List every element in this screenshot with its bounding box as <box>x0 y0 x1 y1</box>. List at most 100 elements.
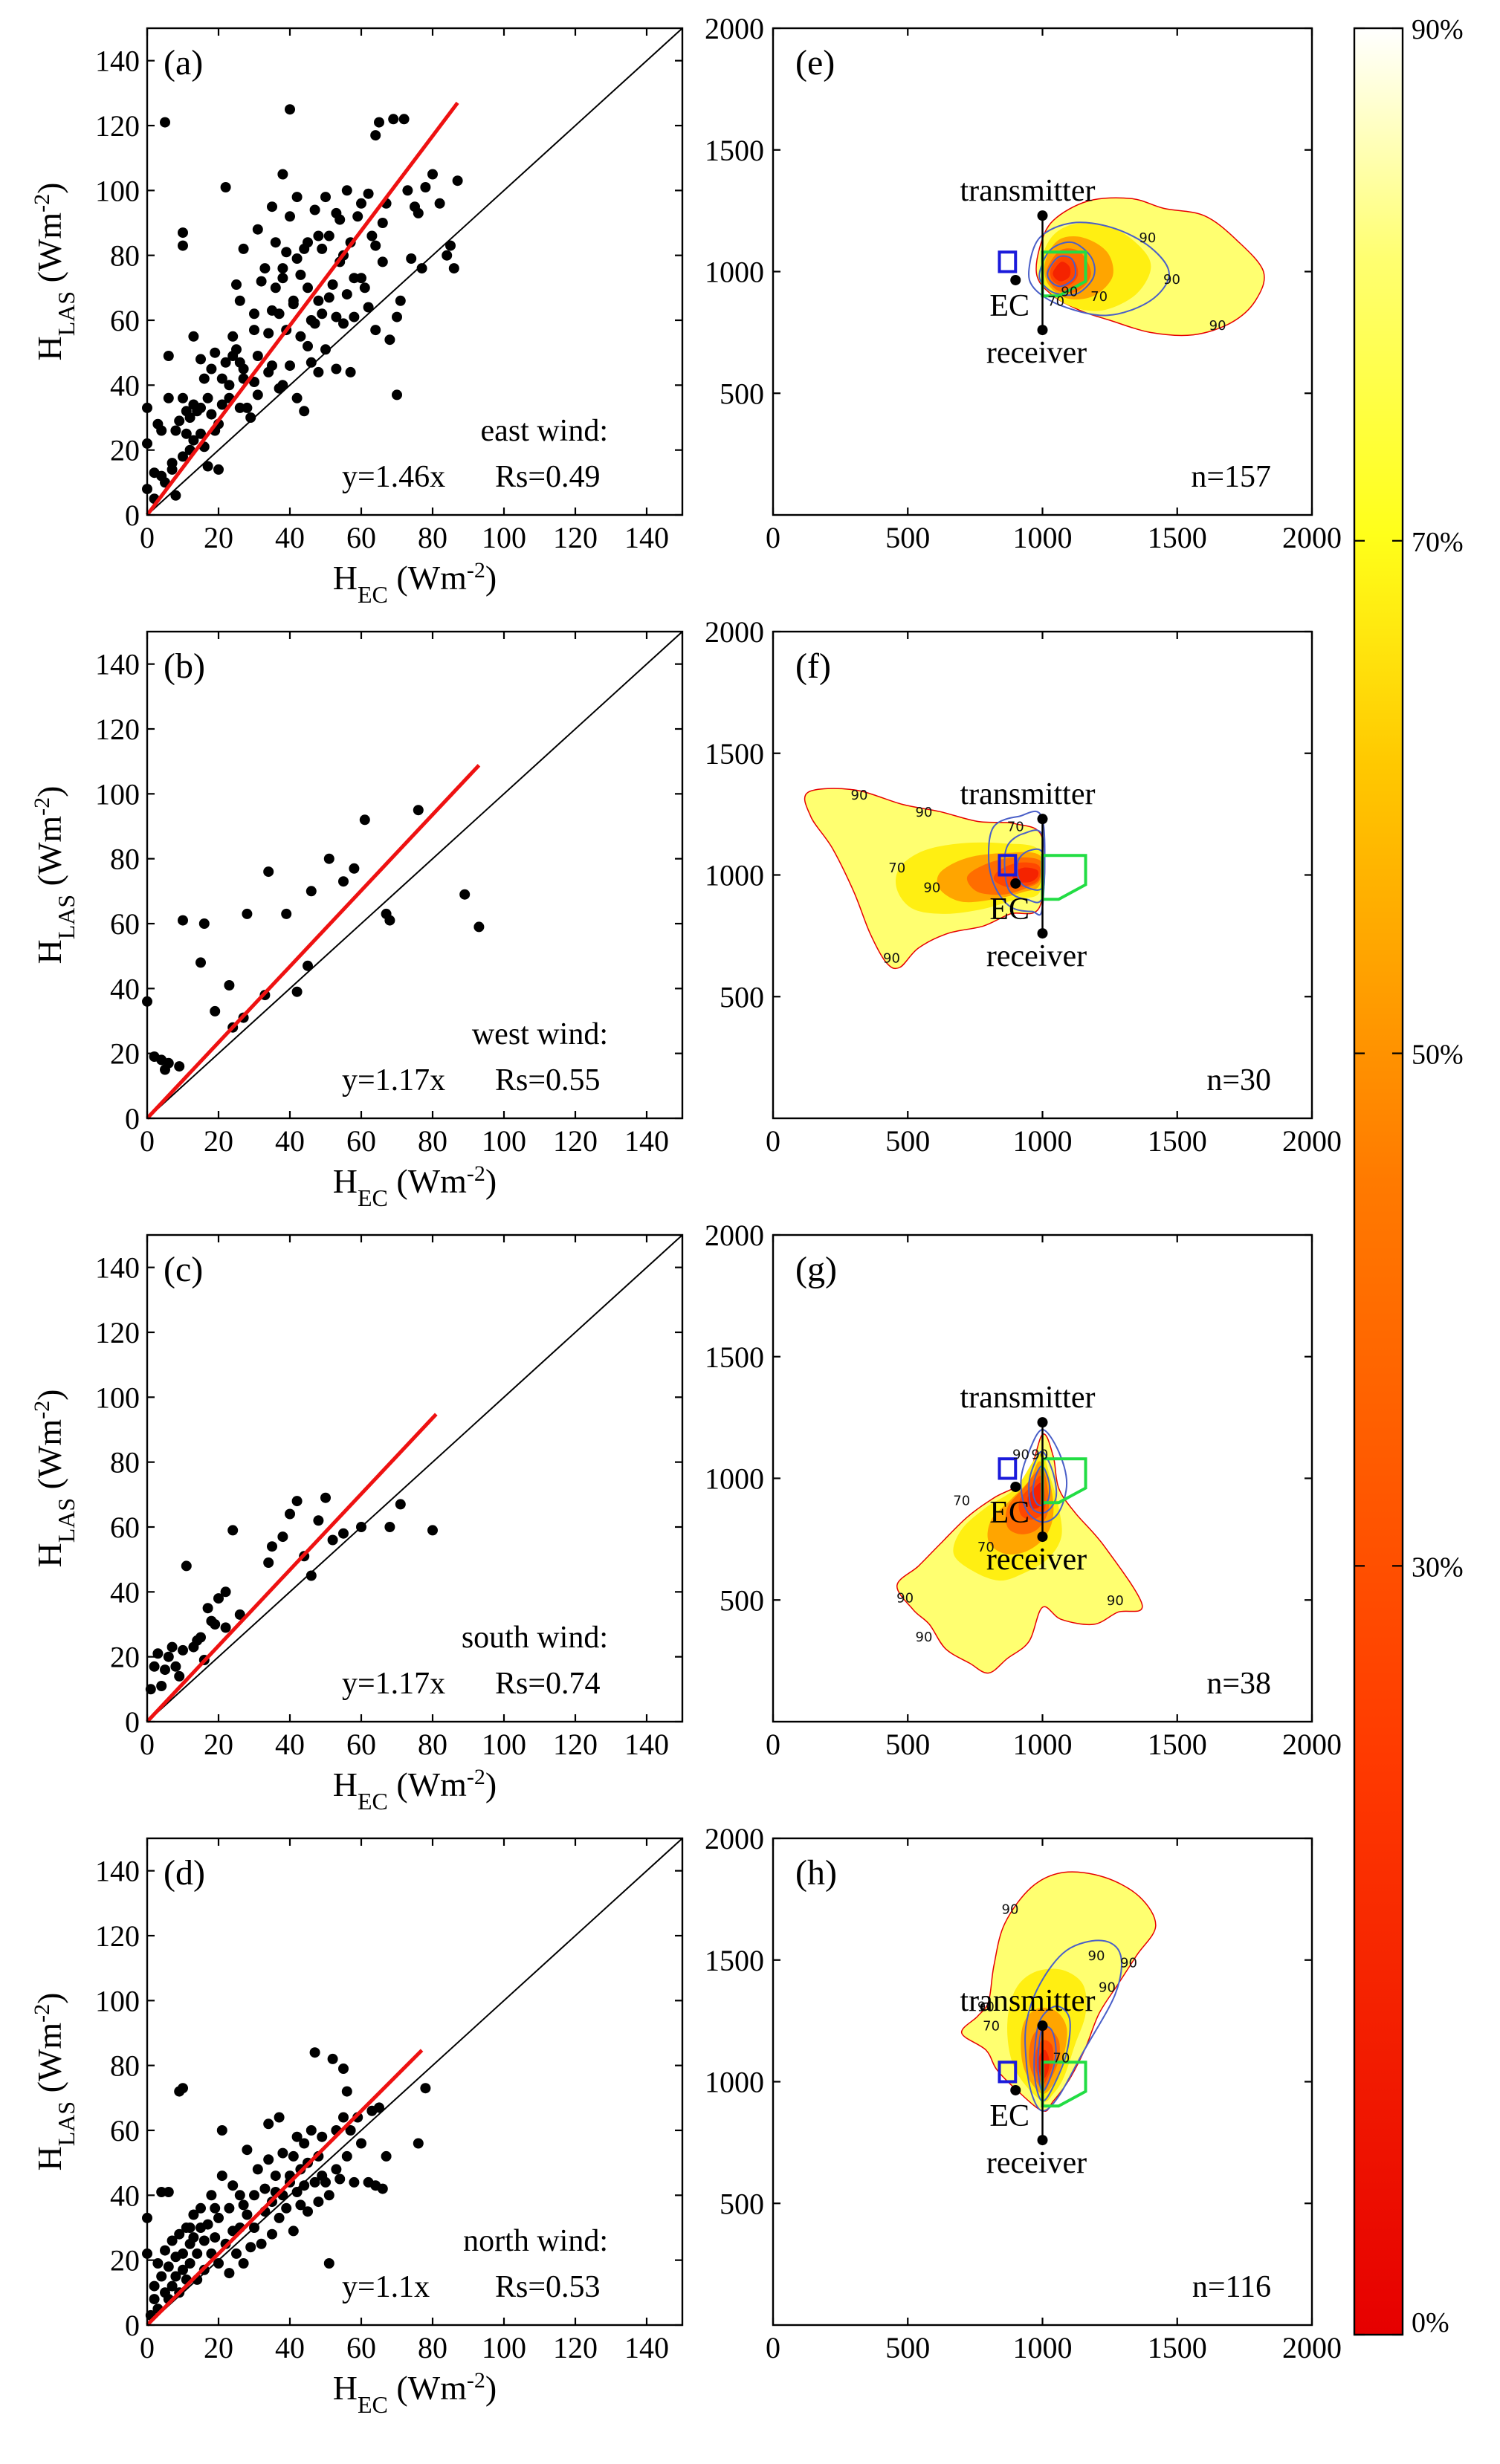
contour-level-label: 90 <box>1139 230 1156 246</box>
data-point <box>374 2102 384 2113</box>
wind-direction-label: east wind: <box>481 414 608 448</box>
data-point <box>160 117 170 128</box>
data-point <box>184 2258 195 2269</box>
x-tick-label: 140 <box>624 1728 669 1761</box>
label-subscript: LAS <box>53 2101 80 2146</box>
label-unit-superscript: -2 <box>30 1401 54 1419</box>
y-tick-label: 80 <box>110 1446 140 1479</box>
data-point <box>178 227 188 239</box>
contour-line-50 <box>1047 255 1076 288</box>
x-tick-label: 0 <box>140 1124 155 1158</box>
data-point <box>149 2280 160 2292</box>
x-tick-label: 60 <box>346 2331 376 2364</box>
contour-panel-f: 90 90 70 70 90 90 transmitter receiver EC 0 500 100… <box>705 615 1342 1158</box>
data-point <box>406 253 417 264</box>
scatter-panel-c: 0 20 40 60 80 100 120 140 0 20 40 60 80 100 120 140 (c) s… <box>30 1233 684 1815</box>
x-tick-label: 0 <box>140 521 155 554</box>
data-point <box>181 406 192 417</box>
receiver-marker <box>1037 928 1048 939</box>
sample-count-label: n=157 <box>1191 460 1271 494</box>
contour-line-50 <box>1032 1465 1051 1506</box>
x-axis-label: HEC (Wm-2) <box>333 2368 497 2419</box>
data-point <box>252 351 263 361</box>
x-axis-label: HEC (Wm-2) <box>333 1765 497 1815</box>
regression-line <box>146 101 459 516</box>
data-point <box>216 399 227 410</box>
data-point <box>384 334 395 346</box>
y-tick-label: 100 <box>95 777 140 811</box>
contour-level-label: 70 <box>977 1540 995 1555</box>
data-point <box>195 957 206 968</box>
contour-level-label: 70 <box>1053 2050 1070 2066</box>
label-main: H <box>30 939 68 964</box>
data-point <box>359 282 370 294</box>
data-point <box>277 263 288 274</box>
identity-line <box>146 1838 683 2326</box>
data-point <box>245 412 256 423</box>
data-point <box>213 1593 224 1604</box>
ec-station-marker <box>1010 878 1021 889</box>
data-point <box>303 282 313 294</box>
axis-frame <box>146 630 684 1120</box>
y-tick-label: 140 <box>95 648 140 681</box>
data-point <box>156 2187 167 2197</box>
data-point <box>323 2190 334 2201</box>
data-point <box>313 230 324 241</box>
data-point <box>210 2232 221 2243</box>
label-subscript: EC <box>358 2391 388 2418</box>
label-unit-close: ) <box>30 1389 68 1400</box>
data-point <box>220 1586 231 1598</box>
data-point <box>377 2183 388 2194</box>
data-point <box>313 2196 324 2208</box>
label-unit-superscript: -2 <box>467 1765 485 1789</box>
data-point <box>363 302 374 313</box>
y-tick-label: 140 <box>95 1251 140 1285</box>
y-tick-label: 2000 <box>705 1822 764 1855</box>
data-point <box>303 237 313 248</box>
data-point <box>413 2138 424 2149</box>
label-unit: (Wm <box>30 816 68 895</box>
receiver-marker <box>1037 1531 1048 1543</box>
data-point <box>202 2219 213 2230</box>
label-unit: (Wm <box>30 2023 68 2101</box>
data-point <box>317 2131 328 2142</box>
data-point <box>234 1609 245 1620</box>
data-point <box>299 2138 310 2149</box>
colorbar-tick-label: 50% <box>1412 1040 1464 1071</box>
data-point <box>220 1622 231 1633</box>
x-tick-label: 60 <box>346 1124 376 1158</box>
data-point <box>249 2190 259 2201</box>
label-unit-close: ) <box>485 2369 497 2407</box>
data-point <box>163 392 174 403</box>
receiver-marker <box>1037 325 1048 336</box>
label-unit: (Wm <box>388 1162 467 1200</box>
data-point <box>198 2235 210 2246</box>
y-tick-label: 40 <box>110 972 140 1005</box>
data-point <box>231 279 242 290</box>
data-point <box>338 1528 349 1539</box>
data-point <box>178 915 188 926</box>
data-point <box>220 357 231 368</box>
data-point <box>320 192 331 203</box>
data-point <box>195 402 206 413</box>
data-point <box>156 2271 167 2282</box>
label-main: H <box>30 1543 68 1567</box>
data-point <box>163 2261 174 2272</box>
identity-line <box>146 27 683 516</box>
data-point <box>309 2047 320 2058</box>
x-tick-label: 40 <box>275 1728 305 1761</box>
data-point <box>242 402 253 413</box>
y-tick-label: 1000 <box>705 859 764 892</box>
x-tick-label: 40 <box>275 2331 305 2364</box>
label-unit: (Wm <box>388 2369 467 2407</box>
data-point <box>174 415 185 427</box>
regression-equation: y=1.46x <box>342 460 445 494</box>
data-point <box>331 311 342 322</box>
panel-label: (c) <box>164 1250 203 1289</box>
contour-level-label: 70 <box>983 2019 1000 2035</box>
x-tick-label: 120 <box>553 521 598 554</box>
contour-line-70 <box>1038 241 1096 296</box>
data-point <box>320 344 331 355</box>
data-point <box>384 915 395 926</box>
